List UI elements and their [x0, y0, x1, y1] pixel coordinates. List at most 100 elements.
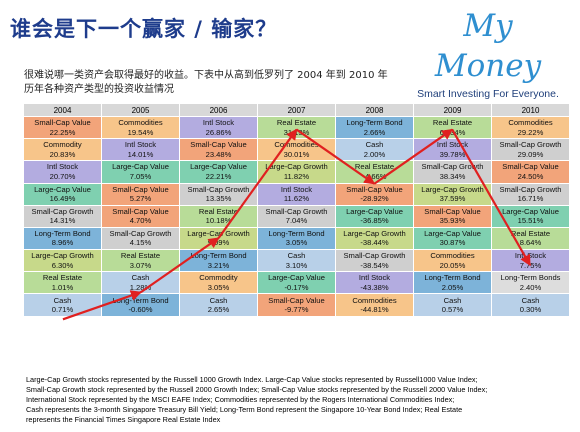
asset-return: 3.10%	[285, 260, 308, 270]
return-cell: Intl Stock 7.75%	[492, 250, 569, 272]
asset-name: Small-Cap Growth	[265, 206, 328, 216]
return-cell: Real Estate 1.01%	[24, 272, 101, 294]
asset-return: 2.66%	[363, 127, 386, 137]
return-cell: Cash 1.28%	[102, 272, 179, 294]
asset-name: Large-Cap Growth	[187, 228, 250, 238]
year-header: 2005	[102, 104, 179, 116]
asset-name: Long-Term Bonds	[500, 273, 561, 283]
return-cell: Small-Cap Value -9.77%	[258, 294, 335, 316]
footnote: Large-Cap Growth stocks represented by t…	[26, 375, 556, 425]
return-cell: Large-Cap Growth 37.59%	[414, 183, 491, 205]
asset-return: 20.83%	[49, 149, 76, 159]
asset-name: Large-Cap Growth	[265, 162, 328, 172]
asset-name: Small-Cap Value	[112, 184, 169, 194]
asset-return: 4.70%	[129, 216, 152, 226]
asset-name: Small-Cap Value	[502, 162, 559, 172]
return-cell: Small-Cap Value 22.25%	[24, 117, 101, 139]
return-cell: Real Estate 10.18%	[180, 205, 257, 227]
brand-tagline: Smart Investing For Everyone.	[417, 88, 559, 100]
asset-name: Small-Cap Value	[268, 295, 325, 305]
asset-name: Long-Term Bond	[112, 295, 169, 305]
return-cell: Real Estate 3.07%	[102, 250, 179, 272]
return-cell: Commodity 3.05%	[180, 272, 257, 294]
asset-return: 13.35%	[205, 194, 232, 204]
asset-name: Large-Cap Value	[112, 162, 169, 172]
asset-name: Intl Stock	[280, 184, 313, 194]
returns-table: 2004 2005 2006 2007 2008 2009 2010 Small-Cap Va…	[24, 104, 569, 360]
asset-name: Intl Stock	[436, 140, 469, 150]
asset-return: 2.65%	[207, 305, 230, 315]
return-cell: Small-Cap Growth 16.71%	[492, 183, 569, 205]
asset-name: Large-Cap Growth	[343, 228, 406, 238]
asset-name: Long-Term Bond	[346, 118, 403, 128]
asset-name: Intl Stock	[46, 162, 79, 172]
asset-name: Small-Cap Growth	[343, 251, 406, 261]
return-cell: Large-Cap Value 22.21%	[180, 161, 257, 183]
asset-name: Large-Cap Value	[34, 184, 91, 194]
asset-return: -28.92%	[360, 194, 389, 204]
footnote-line: represents the Financial Times Singapore…	[26, 415, 221, 424]
asset-return: 29.22%	[517, 127, 544, 137]
asset-return: 6.30%	[51, 260, 74, 270]
asset-name: Cash	[443, 295, 462, 305]
return-cell: Cash 0.30%	[492, 294, 569, 316]
intro-line-2: 历年各种资产类型的投资收益情况	[24, 84, 174, 95]
asset-return: 3.05%	[207, 282, 230, 292]
asset-return: 23.48%	[205, 149, 232, 159]
asset-name: Commodities	[352, 295, 397, 305]
asset-name: Small-Cap Growth	[499, 184, 562, 194]
asset-return: 3.05%	[285, 238, 308, 248]
asset-name: Small-Cap Growth	[421, 162, 484, 172]
asset-return: 2.00%	[363, 149, 386, 159]
asset-return: 22.21%	[205, 171, 232, 181]
asset-name: Real Estate	[354, 162, 395, 172]
footnote-line: Small-Cap Growth stock represented by th…	[26, 385, 488, 394]
asset-name: Small-Cap Growth	[109, 228, 172, 238]
page-title: 谁会是下一个赢家 / 输家？	[10, 17, 278, 41]
brand-logo: My Money Smart Investing For Everyone.	[408, 6, 568, 100]
asset-name: Small-Cap Value	[424, 206, 481, 216]
asset-return: 4.15%	[129, 238, 152, 248]
asset-return: 26.86%	[205, 127, 232, 137]
asset-return: 0.57%	[441, 305, 464, 315]
asset-name: Cash	[131, 273, 150, 283]
asset-return: 30.87%	[439, 238, 466, 248]
return-cell: Small-Cap Growth 38.34%	[414, 161, 491, 183]
asset-return: 29.09%	[517, 149, 544, 159]
asset-name: Small-Cap Value	[112, 206, 169, 216]
return-cell: Small-Cap Value 5.27%	[102, 183, 179, 205]
return-cell: Intl Stock 14.01%	[102, 139, 179, 161]
asset-name: Commodities	[274, 140, 319, 150]
asset-return: 60.34%	[439, 127, 466, 137]
asset-return: 16.49%	[49, 194, 76, 204]
asset-name: Intl Stock	[358, 273, 391, 283]
return-cell: Small-Cap Value 23.48%	[180, 139, 257, 161]
asset-name: Commodities	[118, 118, 163, 128]
return-cell: Commodities 19.54%	[102, 117, 179, 139]
year-header: 2006	[180, 104, 257, 116]
return-cell: Intl Stock 39.78%	[414, 139, 491, 161]
return-cell: Long-Term Bond 2.05%	[414, 272, 491, 294]
return-cell: Small-Cap Value 24.50%	[492, 161, 569, 183]
asset-return: 3.07%	[129, 260, 152, 270]
return-cell: Large-Cap Growth 11.82%	[258, 161, 335, 183]
asset-name: Intl Stock	[124, 140, 157, 150]
return-cell: Long-Term Bond 8.96%	[24, 227, 101, 250]
return-cell: Real Estate 8.64%	[492, 227, 569, 250]
return-cell: Cash 0.71%	[24, 294, 101, 316]
return-cell: Cash 0.57%	[414, 294, 491, 316]
return-cell: Long-Term Bond -0.60%	[102, 294, 179, 316]
asset-return: -36.85%	[360, 216, 389, 226]
asset-return: 24.50%	[517, 171, 544, 181]
asset-return: 3.21%	[207, 260, 230, 270]
asset-return: 39.78%	[439, 149, 466, 159]
return-cell: Small-Cap Growth 7.04%	[258, 205, 335, 227]
return-cell: Large-Cap Value 16.49%	[24, 183, 101, 205]
asset-return: 2.05%	[441, 282, 464, 292]
return-cell: Intl Stock 20.70%	[24, 161, 101, 183]
return-cell: Long-Term Bond 2.66%	[336, 117, 413, 139]
asset-name: Cash	[287, 251, 306, 261]
return-cell: Cash 3.10%	[258, 250, 335, 272]
asset-return: 7.05%	[129, 171, 152, 181]
return-cell: Long-Term Bonds 2.40%	[492, 272, 569, 294]
